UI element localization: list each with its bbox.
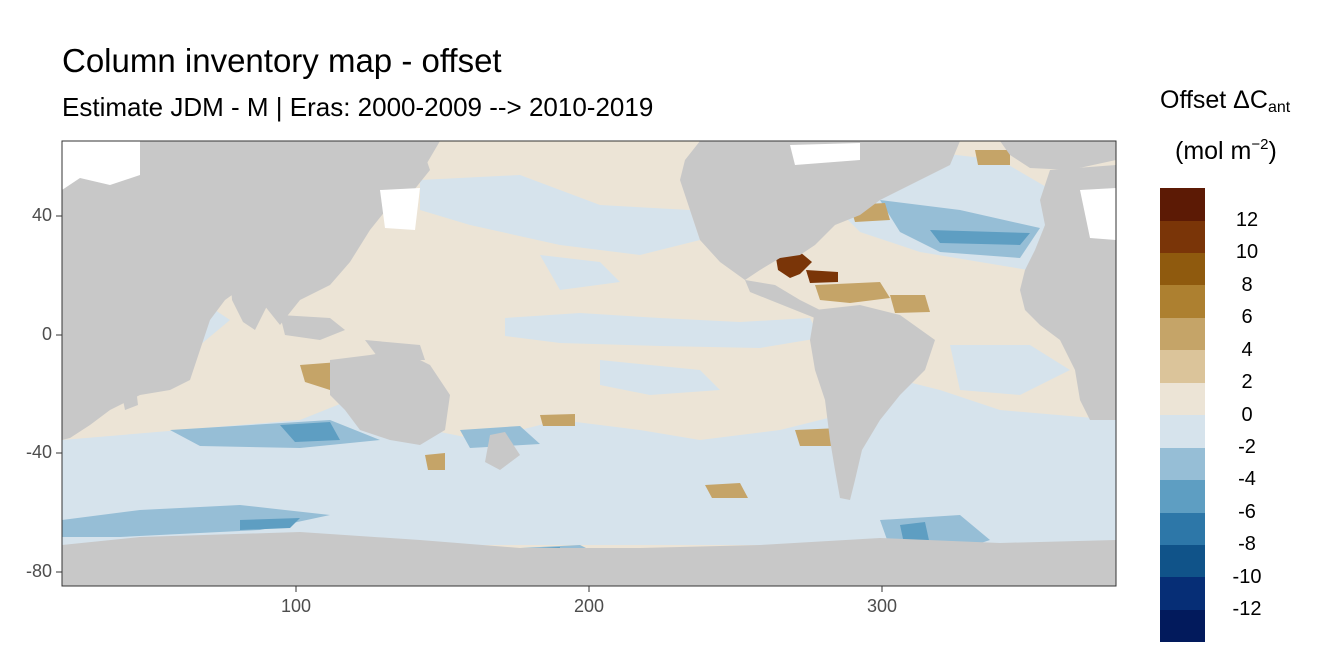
y-tick-label: 0	[41, 324, 52, 344]
legend-swatch	[1160, 610, 1205, 642]
antarctica	[62, 532, 1116, 586]
legend-title-main: Offset ΔC	[1160, 86, 1268, 114]
legend-label: 10	[1235, 241, 1259, 263]
legend-colorbar	[1160, 188, 1205, 642]
legend-swatch	[1160, 221, 1205, 253]
madagascar	[120, 380, 138, 410]
legend-label: -4	[1238, 468, 1256, 490]
x-tick-label: 300	[866, 596, 898, 616]
legend-swatch	[1160, 383, 1205, 415]
legend-unit-main: (mol m	[1175, 137, 1252, 165]
x-tick-label: 200	[573, 596, 605, 616]
legend-swatch	[1160, 188, 1205, 221]
legend-swatch	[1160, 253, 1205, 285]
australia	[330, 350, 450, 445]
legend-swatch	[1160, 480, 1205, 513]
legend-label: 8	[1241, 274, 1253, 296]
legend-title: Offset ΔCant	[1160, 86, 1290, 117]
legend-label: -6	[1238, 501, 1256, 523]
legend-label: 0	[1241, 404, 1253, 426]
y-tick-label: -80	[25, 561, 52, 581]
legend-unit-close: )	[1268, 137, 1277, 165]
new-zealand	[485, 432, 520, 470]
north-america	[680, 141, 960, 280]
panel-border	[61, 140, 1117, 587]
legend-unit-superscript: −2	[1251, 136, 1269, 153]
legend-label: 6	[1241, 306, 1253, 328]
ocean-strong-negative-regions	[240, 230, 1030, 560]
legend-label: 12	[1235, 209, 1259, 231]
axis-ticks	[56, 215, 883, 592]
legend-label: -2	[1238, 436, 1256, 458]
india	[230, 270, 270, 330]
legend-label: 4	[1241, 339, 1253, 361]
legend-label: -10	[1232, 566, 1262, 588]
legend-swatch	[1160, 350, 1205, 383]
legend-swatch	[1160, 448, 1205, 480]
legend-title-subscript: ant	[1267, 99, 1291, 116]
legend-swatch	[1160, 415, 1205, 448]
legend-swatch	[1160, 285, 1205, 318]
x-tick-label: 100	[280, 596, 312, 616]
map-subtitle: Estimate JDM - M | Eras: 2000-2009 --> 2…	[62, 92, 654, 122]
legend-swatch	[1160, 318, 1205, 350]
y-tick-label: 40	[31, 205, 52, 225]
y-tick-label: -40	[25, 442, 52, 462]
legend-unit: (mol m−2)	[1175, 136, 1277, 166]
map-title: Column inventory map - offset	[62, 42, 502, 79]
land-masses	[62, 141, 1116, 586]
arabia	[105, 270, 175, 322]
missing-data	[62, 141, 1116, 240]
legend-swatch	[1160, 545, 1205, 577]
indonesia	[280, 315, 345, 340]
legend-label: -12	[1232, 598, 1262, 620]
legend-label: -8	[1238, 533, 1256, 555]
central-america	[745, 280, 820, 318]
legend-swatch	[1160, 577, 1205, 610]
greenland	[1000, 141, 1116, 170]
legend-swatch	[1160, 513, 1205, 545]
south-america	[810, 305, 935, 500]
legend-label: 2	[1241, 371, 1253, 393]
